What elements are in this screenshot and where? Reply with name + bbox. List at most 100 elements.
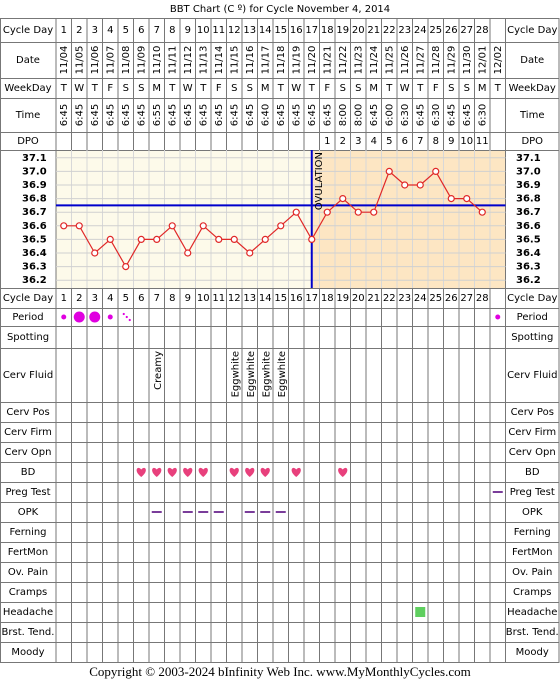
pre-ovulation-area <box>56 150 312 288</box>
dates-label: 11/17 <box>260 46 271 75</box>
chart-title: BBT Chart (C º) for Cycle November 4, 20… <box>170 4 390 15</box>
weekdays-label: M <box>369 83 378 94</box>
row-label: WeekDay <box>4 83 51 94</box>
y-tick-label: 36.8 <box>22 194 47 205</box>
cycle-days-label: 24 <box>414 293 427 304</box>
cycle-days-label: 18 <box>321 25 334 36</box>
cycle-days-label: 22 <box>383 25 396 36</box>
row-label: Moody <box>516 647 549 658</box>
cycle-days-label: 1 <box>61 293 67 304</box>
dpo-label: 11 <box>476 136 489 147</box>
row-label: Cerv Fluid <box>3 370 53 381</box>
cycle-days-label: 17 <box>305 293 318 304</box>
cycle-days-label: 14 <box>259 25 272 36</box>
times-label: 6:45 <box>462 104 473 126</box>
times-label: 6:30 <box>477 104 488 126</box>
times-label: 6:45 <box>446 104 457 126</box>
cycle-days-label: 7 <box>154 25 160 36</box>
dates-label: 11/16 <box>245 46 256 75</box>
temperature-point <box>137 235 145 243</box>
weekdays-label: T <box>385 83 393 94</box>
temperature-point <box>447 195 455 203</box>
cycle-days-label: 12 <box>228 25 241 36</box>
cycle-days-label: 6 <box>138 293 144 304</box>
cycle-days-label: 27 <box>460 25 473 36</box>
weekdays-label: S <box>448 83 454 94</box>
row-label: Ov. Pain <box>8 567 48 578</box>
temperature-point <box>463 195 471 203</box>
row-label: Cerv Firm <box>4 427 52 438</box>
y-tick-label: 36.9 <box>516 180 541 191</box>
row-label: Headache <box>3 607 53 618</box>
row-label: Brst. Tend. <box>506 627 559 638</box>
temperature-point <box>168 222 176 230</box>
row-label: Time <box>15 110 40 121</box>
row-label: Cramps <box>513 587 552 598</box>
cerv-fluid-label: Eggwhite <box>230 351 241 397</box>
y-tick-label: 36.7 <box>516 207 541 218</box>
times-label: 6:45 <box>276 104 287 126</box>
temperature-point <box>230 235 238 243</box>
bd-heart <box>338 467 348 477</box>
times-label: 6:45 <box>105 104 116 126</box>
weekdays-label: T <box>494 83 502 94</box>
y-tick-label: 36.5 <box>516 234 541 245</box>
period-mark <box>73 311 85 323</box>
temperature-point <box>75 222 83 230</box>
row-label: Cycle Day <box>507 293 557 304</box>
weekdays-label: T <box>168 83 176 94</box>
weekdays-label: S <box>355 83 361 94</box>
times-label: 6:45 <box>74 104 85 126</box>
y-tick-label: 36.2 <box>516 275 541 286</box>
weekdays-label: T <box>199 83 207 94</box>
y-tick-label: 37.1 <box>22 153 47 164</box>
temperature-point <box>261 235 269 243</box>
dpo-label: 7 <box>417 136 423 147</box>
dates-label: 11/18 <box>276 46 287 75</box>
cycle-days-label: 3 <box>92 293 98 304</box>
y-tick-label: 36.6 <box>516 221 541 232</box>
cycle-days-label: 23 <box>398 25 411 36</box>
y-tick-label: 36.8 <box>516 194 541 205</box>
period-mark <box>89 311 101 323</box>
dates-label: 11/04 <box>59 46 70 75</box>
dates-label: 11/05 <box>74 46 85 75</box>
cycle-days-label: 20 <box>352 293 365 304</box>
row-label: Cerv Fluid <box>507 370 557 381</box>
row-label: Cerv Pos <box>6 407 49 418</box>
dates-label: 11/24 <box>369 46 380 75</box>
temperature-point <box>246 249 254 257</box>
cycle-days-label: 23 <box>398 293 411 304</box>
cycle-days-label: 2 <box>76 25 82 36</box>
row-label: Ov. Pain <box>512 567 552 578</box>
cycle-days-label: 28 <box>476 293 489 304</box>
cycle-days-label: 1 <box>61 25 67 36</box>
cycle-days-label: 6 <box>138 25 144 36</box>
weekdays-label: T <box>416 83 424 94</box>
period-mark <box>61 314 67 320</box>
times-label: 8:00 <box>338 104 349 126</box>
dates-label: 11/21 <box>322 46 333 75</box>
cycle-days-label: 4 <box>107 25 113 36</box>
temperature-point <box>354 208 362 216</box>
period-mark <box>107 314 113 320</box>
y-tick-label: 36.4 <box>516 248 541 259</box>
cycle-days-label: 4 <box>107 293 113 304</box>
row-label: Date <box>520 55 544 66</box>
cycle-days-label: 26 <box>445 293 458 304</box>
dates-label: 11/07 <box>105 46 116 75</box>
cycle-days-label: 12 <box>228 293 241 304</box>
weekdays-label: S <box>247 83 253 94</box>
temperature-point <box>60 222 68 230</box>
cycle-days-label: 16 <box>290 25 303 36</box>
y-tick-label: 36.9 <box>22 180 47 191</box>
dates-label: 11/26 <box>400 46 411 75</box>
cerv-fluid-label: Eggwhite <box>261 351 272 397</box>
row-label: OPK <box>18 507 39 518</box>
temperature-point <box>416 181 424 189</box>
times-label: 6:45 <box>136 104 147 126</box>
dates-label: 11/25 <box>384 46 395 75</box>
temperature-point <box>385 167 393 175</box>
dates-label: 11/19 <box>291 46 302 75</box>
times-label: 8:00 <box>353 104 364 126</box>
